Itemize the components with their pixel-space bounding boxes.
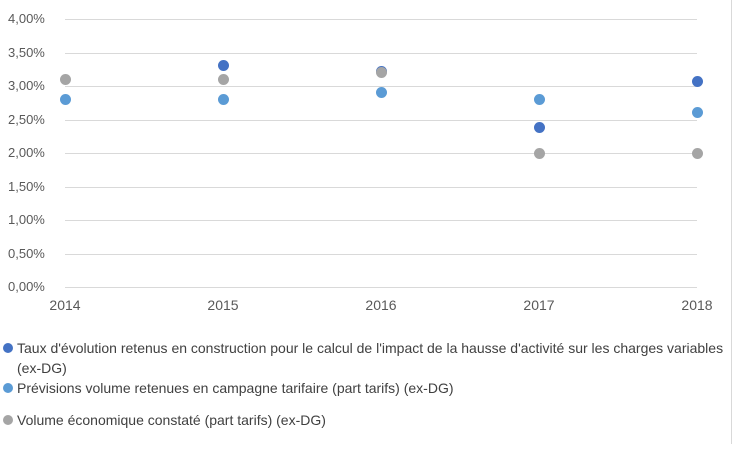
- data-point: [217, 60, 229, 72]
- x-axis-tick-label: 2017: [523, 297, 555, 313]
- chart-right-border: [731, 0, 732, 444]
- x-axis-tick-label: 2018: [681, 297, 713, 313]
- x-axis-tick-label: 2016: [365, 297, 397, 313]
- gridline: [65, 52, 697, 54]
- legend-label: Prévisions volume retenues en campagne t…: [17, 380, 454, 396]
- data-point: [691, 75, 703, 87]
- data-point: [533, 122, 545, 134]
- legend-label: Taux d'évolution retenus en construction…: [17, 340, 724, 376]
- y-axis-tick-label: 1,00%: [8, 212, 45, 227]
- data-point: [533, 93, 545, 105]
- y-axis-tick-label: 2,50%: [8, 111, 45, 127]
- data-point: [691, 107, 703, 119]
- y-axis-tick-label: 2,00%: [8, 145, 45, 160]
- legend: Taux d'évolution retenus en construction…: [3, 338, 731, 430]
- legend-marker-icon: [3, 415, 13, 425]
- data-point: [691, 147, 703, 159]
- legend-marker-icon: [3, 383, 13, 393]
- gridline: [65, 19, 697, 20]
- legend-item: Prévisions volume retenues en campagne t…: [3, 378, 731, 398]
- gridline: [65, 119, 697, 121]
- data-point: [533, 147, 545, 159]
- plot-area: [59, 19, 703, 288]
- data-point: [217, 93, 229, 105]
- x-axis-tick-label: 2014: [49, 297, 81, 313]
- gridline: [65, 86, 697, 87]
- data-point: [375, 67, 387, 79]
- data-point: [375, 87, 387, 99]
- data-point: [59, 93, 71, 105]
- legend-label: Volume économique constaté (part tarifs)…: [17, 412, 326, 428]
- x-axis-tick-label: 2015: [207, 297, 239, 313]
- data-point: [217, 73, 229, 85]
- gridline: [65, 287, 697, 288]
- gridline: [65, 220, 697, 221]
- gridline: [65, 253, 697, 255]
- legend-marker-icon: [3, 343, 13, 353]
- data-point: [59, 73, 71, 85]
- gridline: [65, 186, 697, 188]
- y-axis-tick-label: 0,00%: [8, 279, 45, 294]
- y-axis-tick-label: 3,50%: [8, 44, 45, 60]
- gridline: [65, 153, 697, 154]
- y-axis-tick-label: 4,00%: [8, 11, 45, 26]
- legend-item: Taux d'évolution retenus en construction…: [3, 338, 731, 378]
- y-axis-tick-label: 3,00%: [8, 78, 45, 93]
- y-axis-tick-label: 1,50%: [8, 178, 45, 194]
- y-axis-tick-label: 0,50%: [8, 245, 45, 261]
- legend-item: Volume économique constaté (part tarifs)…: [3, 410, 731, 430]
